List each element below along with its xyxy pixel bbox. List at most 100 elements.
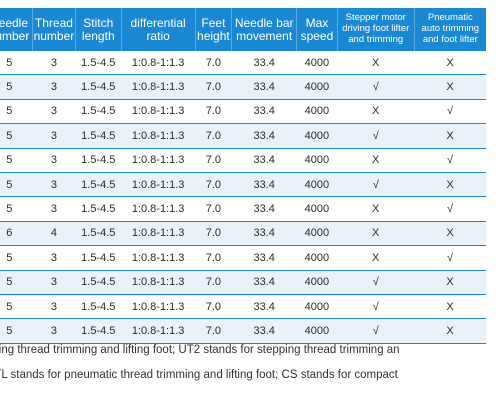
max-speed-cell: 4000 (296, 318, 338, 344)
stitch-length-cell: 1.5-4.5 (75, 221, 122, 247)
stitch-length-cell: 1.5-4.5 (75, 196, 122, 222)
differential-ratio-cell: 1:0.8-1:1.3 (121, 245, 195, 271)
max-speed-cell: 4000 (296, 51, 338, 76)
stitch-length-cell: 1.5-4.5 (75, 74, 122, 100)
differential-ratio-cell: 1:0.8-1:1.3 (121, 318, 195, 344)
needle-bar-movement-cell: 33.4 (231, 196, 297, 222)
pneumatic-cell: √ (414, 196, 486, 222)
pneumatic-cell: X (414, 318, 486, 344)
differential-ratio-cell: 1:0.8-1:1.3 (121, 221, 195, 247)
needle-number-cell: 5 (0, 148, 33, 173)
thread-number-cell: 3 (32, 99, 76, 125)
needle-bar-movement-cell: 33.4 (231, 123, 297, 149)
stepper-motor-cell: √ (337, 294, 415, 320)
col-header-max-speed: Max speed (296, 8, 338, 51)
table-row: 5 3 1.5-4.5 1:0.8-1:1.3 7.0 33.4 4000 √ X (0, 294, 486, 320)
differential-ratio-cell: 1:0.8-1:1.3 (121, 172, 195, 198)
needle-bar-movement-cell: 33.4 (231, 172, 297, 198)
stitch-length-cell: 1.5-4.5 (75, 270, 122, 295)
table-row: 5 3 1.5-4.5 1:0.8-1:1.3 7.0 33.4 4000 X √ (0, 245, 486, 271)
thread-number-cell: 3 (32, 270, 76, 295)
max-speed-cell: 4000 (296, 196, 338, 222)
footnote-line: oping thread trimming and lifting foot; … (0, 344, 400, 356)
col-header-needle-bar-movement: Needle bar movement (231, 8, 298, 51)
pneumatic-cell: √ (414, 99, 486, 125)
feet-height-cell: 7.0 (195, 172, 232, 198)
table-row: 5 3 1.5-4.5 1:0.8-1:1.3 7.0 33.4 4000 √ X (0, 74, 486, 100)
stitch-length-cell: 1.5-4.5 (75, 294, 122, 320)
differential-ratio-cell: 1:0.8-1:1.3 (121, 74, 195, 100)
max-speed-cell: 4000 (296, 221, 338, 247)
max-speed-cell: 4000 (296, 172, 338, 198)
needle-number-cell: 5 (0, 294, 33, 320)
feet-height-cell: 7.0 (195, 245, 232, 271)
needle-number-cell: 6 (0, 221, 33, 247)
col-header-pneumatic: Pneumatic auto trimming and foot lifter (414, 8, 486, 51)
feet-height-cell: 7.0 (195, 99, 232, 125)
table-row: 5 3 1.5-4.5 1:0.8-1:1.3 7.0 33.4 4000 √ X (0, 318, 486, 344)
col-header-stitch-length: Stitch length (75, 8, 122, 51)
thread-number-cell: 3 (32, 148, 76, 173)
feet-height-cell: 7.0 (195, 294, 232, 320)
table-row: 5 3 1.5-4.5 1:0.8-1:1.3 7.0 33.4 4000 √ X (0, 172, 486, 198)
pneumatic-cell: X (414, 270, 486, 295)
table-row: 5 3 1.5-4.5 1:0.8-1:1.3 7.0 33.4 4000 X √ (0, 148, 486, 173)
stepper-motor-cell: X (337, 148, 415, 173)
feet-height-cell: 7.0 (195, 51, 232, 76)
stepper-motor-cell: √ (337, 318, 415, 344)
stitch-length-cell: 1.5-4.5 (75, 245, 122, 271)
table-body: 5 3 1.5-4.5 1:0.8-1:1.3 7.0 33.4 4000 X X 5 3 1.5-4… (0, 51, 486, 344)
pneumatic-cell: X (414, 51, 486, 76)
pneumatic-cell: X (414, 123, 486, 149)
stepper-motor-cell: X (337, 196, 415, 222)
table-row: 5 3 1.5-4.5 1:0.8-1:1.3 7.0 33.4 4000 √ X (0, 123, 486, 149)
differential-ratio-cell: 1:0.8-1:1.3 (121, 123, 195, 149)
feet-height-cell: 7.0 (195, 148, 232, 173)
table-row: 5 3 1.5-4.5 1:0.8-1:1.3 7.0 33.4 4000 X √ (0, 99, 486, 125)
differential-ratio-cell: 1:0.8-1:1.3 (121, 270, 195, 295)
table-row: 5 3 1.5-4.5 1:0.8-1:1.3 7.0 33.4 4000 X X (0, 51, 486, 76)
stepper-motor-cell: √ (337, 74, 415, 100)
differential-ratio-cell: 1:0.8-1:1.3 (121, 51, 195, 76)
stepper-motor-cell: X (337, 245, 415, 271)
needle-number-cell: 5 (0, 318, 33, 344)
feet-height-cell: 7.0 (195, 318, 232, 344)
max-speed-cell: 4000 (296, 123, 338, 149)
needle-bar-movement-cell: 33.4 (231, 294, 297, 320)
stitch-length-cell: 1.5-4.5 (75, 99, 122, 125)
thread-number-cell: 3 (32, 123, 76, 149)
needle-number-cell: 5 (0, 270, 33, 295)
differential-ratio-cell: 1:0.8-1:1.3 (121, 294, 195, 320)
stepper-motor-cell: X (337, 99, 415, 125)
max-speed-cell: 4000 (296, 294, 338, 320)
table-row: 6 4 1.5-4.5 1:0.8-1:1.3 7.0 33.4 4000 X X (0, 221, 486, 247)
pneumatic-cell: X (414, 294, 486, 320)
differential-ratio-cell: 1:0.8-1:1.3 (121, 196, 195, 222)
feet-height-cell: 7.0 (195, 196, 232, 222)
stitch-length-cell: 1.5-4.5 (75, 148, 122, 173)
needle-number-cell: 5 (0, 51, 33, 76)
thread-number-cell: 3 (32, 318, 76, 344)
feet-height-cell: 7.0 (195, 74, 232, 100)
feet-height-cell: 7.0 (195, 270, 232, 295)
thread-number-cell: 3 (32, 74, 76, 100)
stepper-motor-cell: √ (337, 270, 415, 295)
needle-number-cell: 5 (0, 123, 33, 149)
pneumatic-cell: √ (414, 148, 486, 173)
max-speed-cell: 4000 (296, 270, 338, 295)
max-speed-cell: 4000 (296, 148, 338, 173)
table-row: 5 3 1.5-4.5 1:0.8-1:1.3 7.0 33.4 4000 X √ (0, 196, 486, 222)
needle-number-cell: 5 (0, 196, 33, 222)
max-speed-cell: 4000 (296, 99, 338, 125)
differential-ratio-cell: 1:0.8-1:1.3 (121, 99, 195, 125)
thread-number-cell: 3 (32, 196, 76, 222)
needle-bar-movement-cell: 33.4 (231, 318, 297, 344)
stitch-length-cell: 1.5-4.5 (75, 51, 122, 76)
differential-ratio-cell: 1:0.8-1:1.3 (121, 148, 195, 173)
stitch-length-cell: 1.5-4.5 (75, 172, 122, 198)
needle-number-cell: 5 (0, 172, 33, 198)
col-header-differential-ratio: differential ratio (121, 8, 196, 51)
needle-number-cell: 5 (0, 245, 33, 271)
